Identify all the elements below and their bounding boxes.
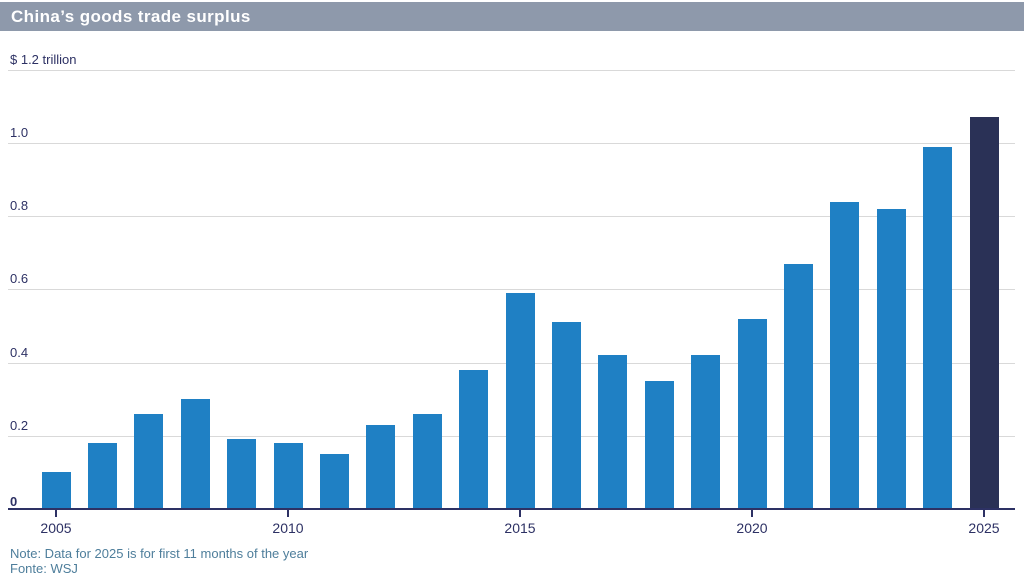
- x-axis-tick: [287, 510, 289, 517]
- x-axis-label: 2020: [736, 520, 768, 536]
- gridline: [8, 216, 1015, 218]
- gridline: [8, 69, 1015, 71]
- y-axis-label: 0.2: [10, 417, 29, 433]
- x-axis-label: 2015: [504, 520, 536, 536]
- x-axis-line: [8, 508, 1015, 510]
- bar: [366, 424, 396, 509]
- x-axis-label: 2010: [272, 520, 304, 536]
- bar: [134, 413, 164, 509]
- bar: [783, 263, 813, 509]
- y-axis-label: $ 1.2 trillion: [10, 51, 77, 67]
- x-axis-label: 2005: [40, 520, 72, 536]
- x-axis-tick: [519, 510, 521, 517]
- x-axis-tick: [751, 510, 753, 517]
- bar: [459, 369, 489, 509]
- bar: [505, 293, 535, 509]
- bar: [41, 472, 71, 509]
- footnote: Note: Data for 2025 is for first 11 mont…: [10, 546, 309, 561]
- chart-title-bar: China’s goods trade surplus: [0, 2, 1024, 31]
- x-axis-label: 2025: [968, 520, 1000, 536]
- y-axis-label: 1.0: [10, 125, 29, 140]
- bar: [412, 413, 442, 509]
- chart-title: China’s goods trade surplus: [11, 6, 251, 26]
- y-axis-label: 0.8: [10, 198, 29, 214]
- gridline: [8, 289, 1015, 291]
- y-axis-label: 0: [10, 494, 18, 509]
- bar: [87, 443, 117, 509]
- x-axis-tick: [55, 510, 57, 517]
- bar: [923, 146, 953, 509]
- bar: [737, 318, 767, 509]
- bar: [319, 454, 349, 509]
- bar: [876, 208, 906, 509]
- bar: [551, 322, 581, 509]
- bar: [691, 355, 721, 509]
- bar: [644, 380, 674, 509]
- x-axis-tick: [983, 510, 985, 517]
- y-axis-label: 0.4: [10, 344, 29, 360]
- bar: [598, 355, 628, 509]
- bar: [969, 117, 999, 509]
- source-credit: Fonte: WSJ: [10, 561, 78, 576]
- y-axis-label: 0.6: [10, 271, 29, 287]
- bar: [273, 443, 303, 509]
- bar: [830, 201, 860, 509]
- gridline: [8, 143, 1015, 144]
- bar: [227, 439, 257, 509]
- bar: [180, 399, 210, 509]
